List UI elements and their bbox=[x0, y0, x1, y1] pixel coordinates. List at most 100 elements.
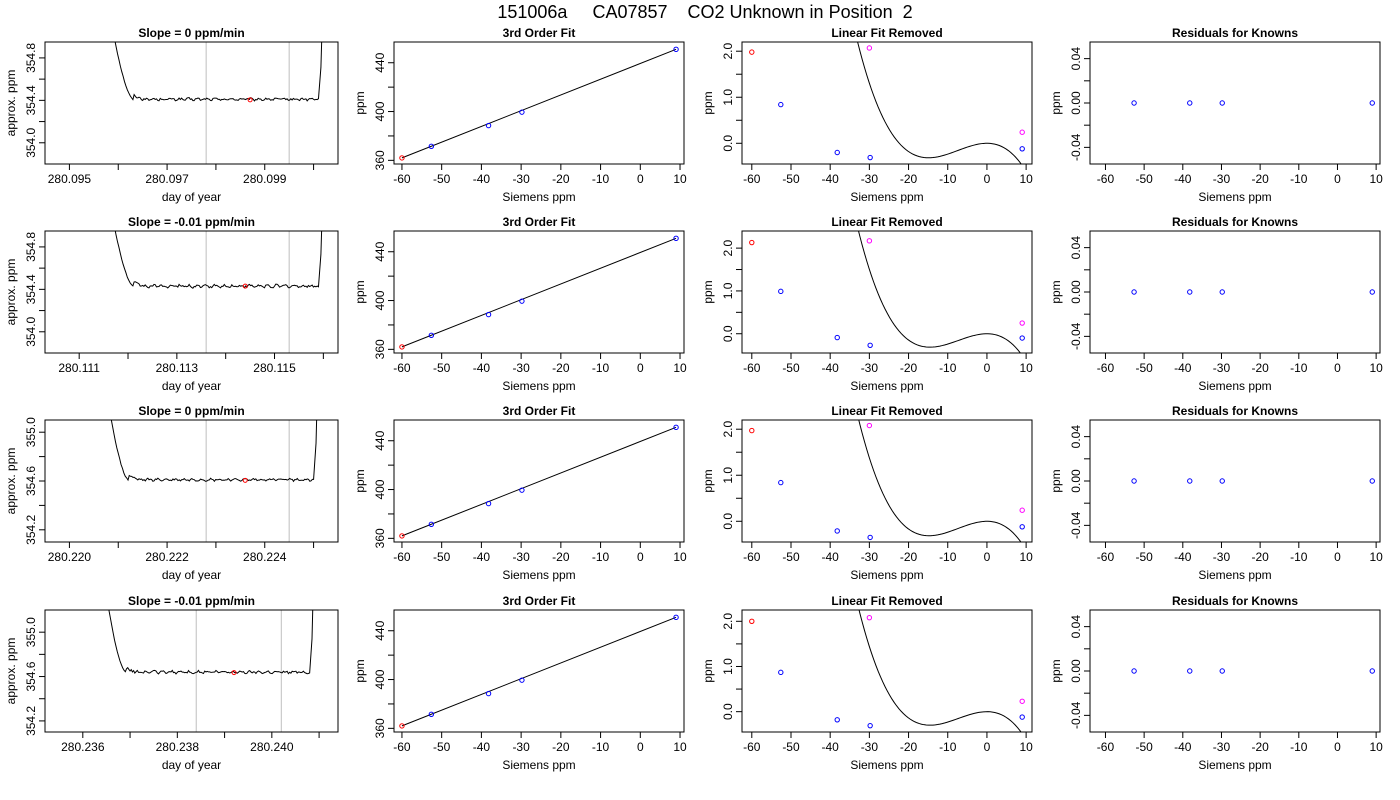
y-tick-label: 2.0 bbox=[721, 421, 735, 438]
plot-area bbox=[114, 42, 323, 164]
x-tick-label: -50 bbox=[433, 550, 451, 564]
data-point bbox=[867, 722, 873, 729]
y-tick-label: 0.00 bbox=[1069, 659, 1083, 683]
x-tick-label: -10 bbox=[1290, 550, 1308, 564]
y-tick-label: 0.00 bbox=[1069, 280, 1083, 304]
x-tick-label: -60 bbox=[393, 172, 411, 186]
x-tick-label: -30 bbox=[1213, 361, 1231, 375]
y-tick-label: 440 bbox=[373, 241, 387, 261]
x-tick-label: 280.099 bbox=[243, 172, 287, 186]
x-tick-label: -30 bbox=[1213, 740, 1231, 754]
y-tick-label: -0.04 bbox=[1069, 511, 1083, 539]
x-tick-label: 10 bbox=[673, 172, 687, 186]
plot-area bbox=[749, 610, 1025, 732]
data-point bbox=[519, 109, 525, 115]
x-tick-label: 0 bbox=[984, 550, 991, 564]
x-axis-label: day of year bbox=[162, 190, 221, 204]
data-point bbox=[749, 239, 755, 246]
x-axis-label: Siemens ppm bbox=[502, 379, 575, 393]
plot-frame bbox=[741, 41, 1033, 165]
y-axis-label: ppm bbox=[1049, 659, 1063, 682]
plot-area bbox=[1131, 478, 1375, 484]
y-tick-label: 360 bbox=[373, 718, 387, 738]
x-tick-label: -50 bbox=[1135, 740, 1153, 754]
plot-frame bbox=[741, 230, 1033, 354]
concentration-trace bbox=[110, 420, 318, 483]
y-tick-label: 1.0 bbox=[721, 467, 735, 484]
x-tick-label: 0 bbox=[1334, 550, 1341, 564]
y-tick-label: 400 bbox=[373, 479, 387, 499]
x-tick-label: 10 bbox=[1019, 740, 1033, 754]
y-axis-label: ppm bbox=[353, 659, 367, 682]
x-tick-label: -40 bbox=[822, 172, 840, 186]
x-tick-label: 280.224 bbox=[243, 550, 287, 564]
panel-r3-c3: Residuals for Knowns -60 -50 -40 -30 -20 -10 0 1… bbox=[1049, 594, 1383, 772]
x-tick-label: -10 bbox=[939, 361, 957, 375]
data-point bbox=[1019, 320, 1025, 326]
y-tick-label: 360 bbox=[373, 528, 387, 548]
y-tick-label: 2.0 bbox=[721, 239, 735, 256]
data-point bbox=[485, 500, 492, 507]
x-tick-label: 280.220 bbox=[48, 550, 92, 564]
y-axis-label: ppm bbox=[353, 469, 367, 492]
y-tick-label: -0.04 bbox=[1069, 701, 1083, 729]
x-tick-label: -20 bbox=[552, 550, 570, 564]
y-tick-label: -0.04 bbox=[1069, 133, 1083, 161]
plot-frame bbox=[44, 230, 339, 354]
y-axis-label: approx. ppm bbox=[4, 70, 18, 137]
panel-title: Slope = 0 ppm/min bbox=[138, 404, 244, 418]
plot-frame bbox=[393, 419, 685, 543]
x-tick-label: -40 bbox=[1174, 740, 1192, 754]
data-point bbox=[1019, 698, 1025, 704]
y-tick-label: 2.0 bbox=[721, 613, 735, 630]
x-tick-label: 10 bbox=[1369, 740, 1383, 754]
plot-area bbox=[749, 420, 1025, 542]
y-tick-label: 1.0 bbox=[721, 282, 735, 299]
y-tick-label: 440 bbox=[373, 52, 387, 72]
panel-r3-c1: 3rd Order Fit -60 -50 -40 -30 -20 -10 0 10 360 400… bbox=[353, 594, 687, 772]
y-axis-label: approx. ppm bbox=[4, 638, 18, 705]
x-tick-label: -40 bbox=[473, 361, 491, 375]
mean-marker bbox=[242, 283, 248, 289]
data-point bbox=[1369, 289, 1375, 295]
plot-frame bbox=[393, 41, 685, 165]
y-tick-label: 354.4 bbox=[24, 274, 38, 304]
y-axis-label: ppm bbox=[1049, 280, 1063, 303]
data-point bbox=[1369, 478, 1375, 484]
y-axis-label: ppm bbox=[701, 280, 715, 303]
y-tick-label: 360 bbox=[373, 339, 387, 359]
data-point bbox=[866, 45, 873, 51]
y-axis-label: ppm bbox=[353, 280, 367, 303]
y-tick-label: 0.0 bbox=[721, 325, 735, 342]
x-tick-label: -40 bbox=[822, 550, 840, 564]
panel-r1-c3: Residuals for Knowns -60 -50 -40 -30 -20 -10 0 1… bbox=[1049, 215, 1383, 393]
panel-grid: Slope = 0 ppm/min 280.095 280.097 280.099 35… bbox=[4, 26, 1383, 772]
y-tick-label: 0.00 bbox=[1069, 469, 1083, 493]
data-point bbox=[399, 344, 405, 350]
x-tick-label: -20 bbox=[552, 361, 570, 375]
x-tick-label: 0 bbox=[637, 361, 644, 375]
x-axis-label: Siemens ppm bbox=[850, 379, 923, 393]
x-tick-label: 280.240 bbox=[250, 740, 294, 754]
x-axis-label: Siemens ppm bbox=[850, 190, 923, 204]
plot-area bbox=[110, 420, 318, 542]
y-axis-label: ppm bbox=[701, 659, 715, 682]
mean-marker bbox=[247, 97, 253, 103]
x-tick-label: -30 bbox=[861, 740, 879, 754]
data-point bbox=[834, 528, 840, 534]
x-tick-label: -10 bbox=[1290, 172, 1308, 186]
data-point bbox=[778, 101, 784, 108]
data-point bbox=[867, 154, 873, 161]
data-point bbox=[834, 149, 840, 156]
x-axis-label: Siemens ppm bbox=[502, 568, 575, 582]
data-point bbox=[1131, 668, 1137, 674]
plot-area bbox=[1131, 289, 1375, 295]
x-tick-label: -30 bbox=[512, 172, 530, 186]
y-tick-label: 354.0 bbox=[24, 127, 38, 157]
plot-area bbox=[399, 424, 679, 539]
data-point bbox=[428, 711, 435, 718]
data-point bbox=[399, 533, 405, 539]
x-tick-label: 280.115 bbox=[253, 361, 296, 375]
plot-frame bbox=[44, 419, 339, 543]
